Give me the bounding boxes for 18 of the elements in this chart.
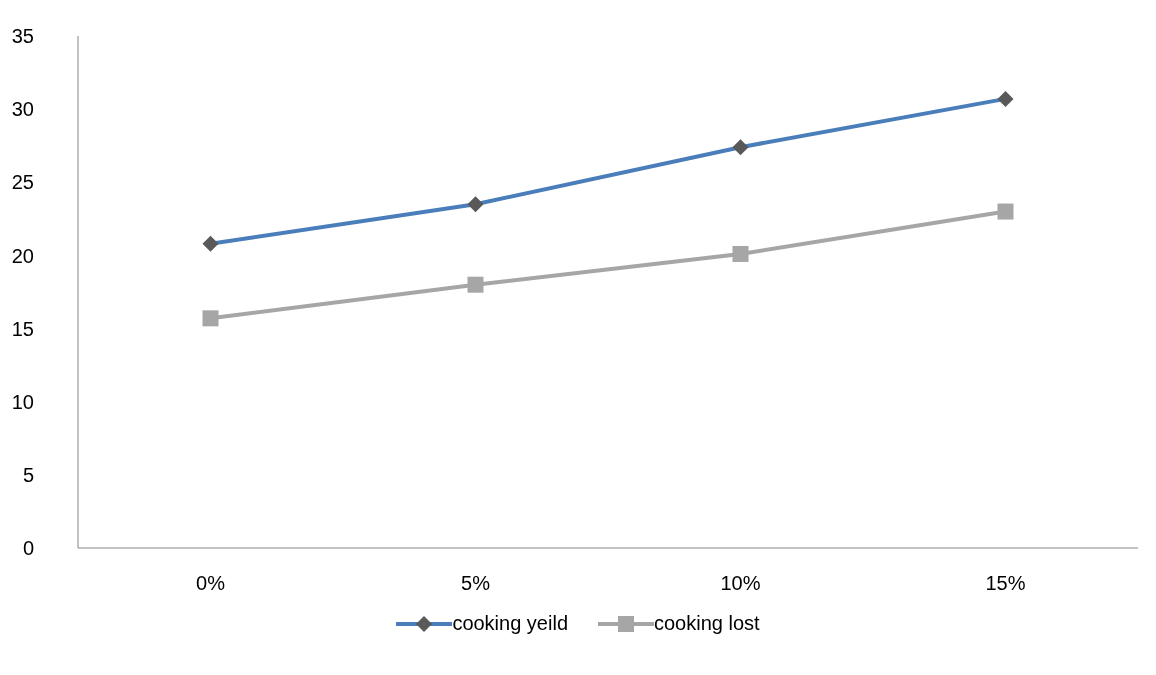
x-tick-label: 10% <box>720 572 761 595</box>
point <box>202 310 219 327</box>
y-tick-label: 10 <box>11 390 34 413</box>
y-tick-label: 30 <box>11 98 34 121</box>
point <box>732 245 749 262</box>
y-tick-label: 5 <box>22 463 34 486</box>
point <box>467 276 484 293</box>
x-tick-label: 0% <box>196 572 226 595</box>
legend-label: cooking lost <box>654 612 760 635</box>
legend-label: cooking yeild <box>452 612 568 635</box>
x-tick-label: 15% <box>985 572 1026 595</box>
y-tick-label: 20 <box>11 244 34 267</box>
y-tick-label: 25 <box>11 171 34 194</box>
y-tick-label: 35 <box>11 25 34 48</box>
x-tick-label: 5% <box>461 572 491 595</box>
y-tick-label: 15 <box>11 317 34 340</box>
point <box>997 203 1014 220</box>
y-tick-label: 0 <box>22 537 34 560</box>
